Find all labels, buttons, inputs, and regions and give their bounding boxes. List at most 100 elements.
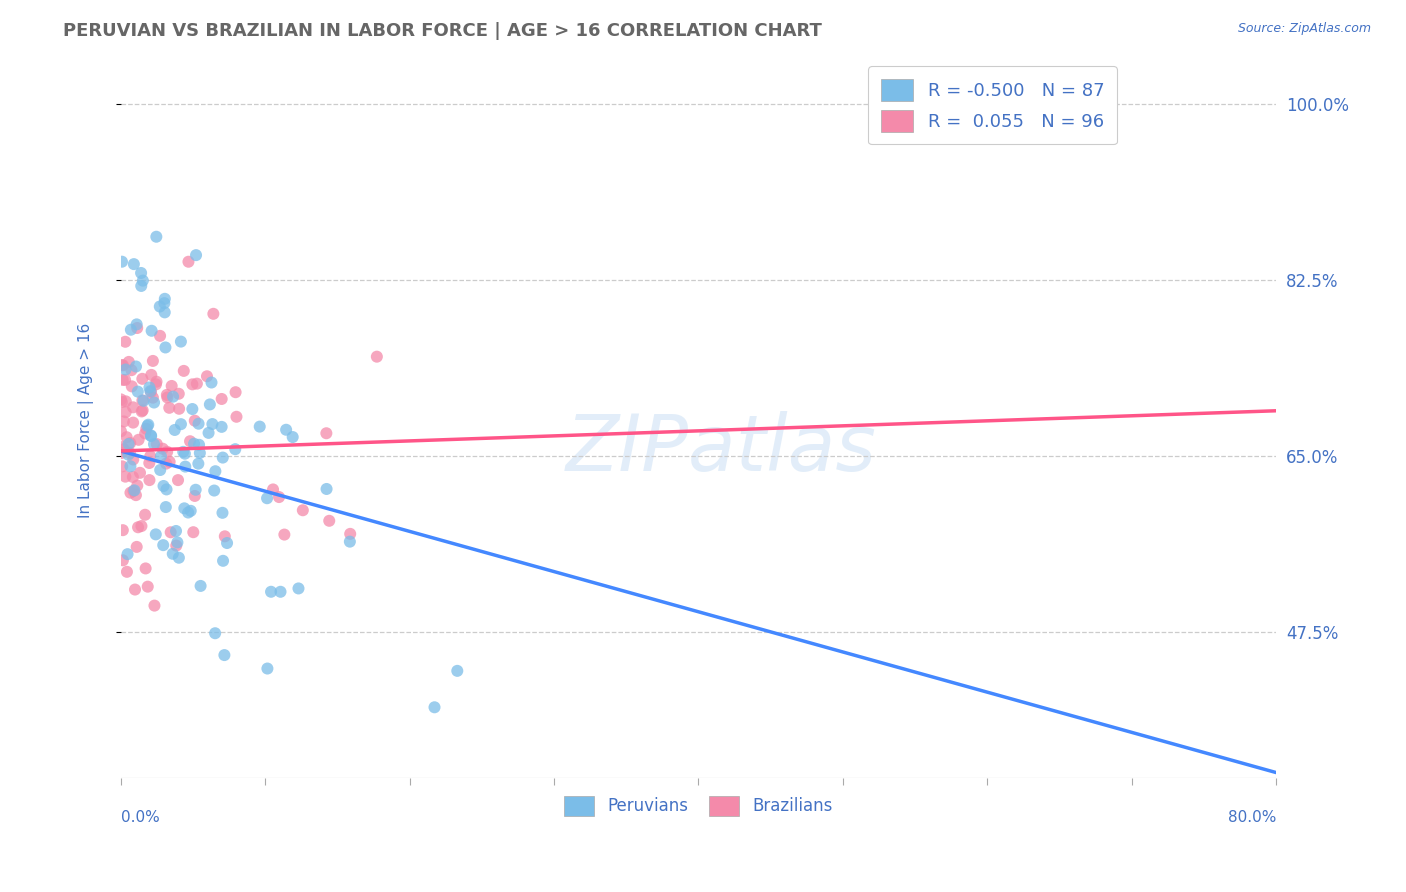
Point [188,446,211,460]
Point [139,384,162,399]
Point [170,334,193,349]
Point [121,379,143,393]
Point [138,473,160,487]
Point [177,254,200,268]
Point [167,550,190,565]
Point [125,488,148,502]
Point [202,307,225,321]
Point [214,529,236,543]
Point [181,377,204,392]
Point [149,449,172,463]
Point [112,442,135,457]
Point [157,401,180,415]
Point [122,401,145,415]
Point [211,392,233,406]
Point [117,448,139,462]
Point [165,524,187,538]
Point [200,376,222,390]
Point [111,459,134,474]
Point [131,393,153,408]
Point [118,446,141,460]
Point [160,379,183,393]
Legend: Peruvians, Brazilians: Peruvians, Brazilians [558,789,839,822]
Point [188,438,211,452]
Point [115,430,138,444]
Point [120,436,142,450]
Point [167,386,190,401]
Point [127,384,149,399]
Point [211,450,233,465]
Point [167,473,190,487]
Point [142,354,165,368]
Point [125,318,148,332]
Point [195,369,218,384]
Point [118,355,141,369]
Point [128,433,150,447]
Point [225,409,247,424]
Point [141,324,163,338]
Point [122,257,145,271]
Point [132,393,155,408]
Point [156,388,179,402]
Point [114,362,136,376]
Point [179,434,201,449]
Point [155,457,177,471]
Point [214,648,236,662]
Point [184,489,207,503]
Point [180,504,202,518]
Point [211,506,233,520]
Point [145,527,167,541]
Point [117,547,139,561]
Point [224,442,246,457]
Point [141,429,163,443]
Point [143,437,166,451]
Text: ZIPatlas: ZIPatlas [567,411,877,487]
Point [111,373,134,387]
Point [201,417,224,431]
Point [260,584,283,599]
Point [318,514,340,528]
Point [149,300,172,314]
Point [135,561,157,575]
Point [183,436,205,450]
Point [156,445,179,459]
Point [125,540,148,554]
Point [111,395,134,409]
Point [149,463,172,477]
Point [165,539,187,553]
Point [163,423,186,437]
Point [125,359,148,374]
Point [111,254,134,268]
Point [339,526,361,541]
Point [143,599,166,613]
Point [270,584,292,599]
Point [129,279,152,293]
Point [155,341,177,355]
Point [149,329,172,343]
Point [114,373,136,387]
Point [114,405,136,419]
Point [186,376,208,391]
Point [156,391,179,405]
Point [446,664,468,678]
Point [118,437,141,451]
Point [127,478,149,492]
Point [124,483,146,498]
Point [143,395,166,409]
Point [204,626,226,640]
Point [138,380,160,394]
Point [181,525,204,540]
Point [122,483,145,498]
Point [276,423,298,437]
Point [174,459,197,474]
Point [111,440,134,454]
Point [339,534,361,549]
Point [198,397,221,411]
Point [190,579,212,593]
Point [139,428,162,442]
Point [153,305,176,319]
Point [225,385,247,400]
Point [115,565,138,579]
Point [281,430,304,444]
Point [162,547,184,561]
